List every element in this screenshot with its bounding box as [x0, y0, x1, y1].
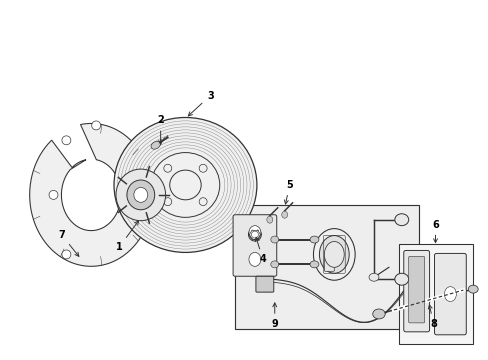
Ellipse shape [270, 261, 278, 268]
Ellipse shape [62, 136, 71, 145]
Text: 9: 9 [271, 303, 278, 329]
Ellipse shape [151, 141, 160, 149]
Ellipse shape [394, 214, 408, 226]
Ellipse shape [151, 153, 219, 217]
Ellipse shape [248, 228, 261, 241]
Ellipse shape [313, 229, 354, 280]
FancyBboxPatch shape [233, 215, 276, 276]
Text: 7: 7 [58, 230, 79, 256]
FancyBboxPatch shape [408, 256, 424, 323]
Ellipse shape [169, 170, 201, 200]
Ellipse shape [116, 169, 165, 221]
FancyBboxPatch shape [324, 257, 334, 271]
Bar [398, 244, 472, 344]
Ellipse shape [319, 235, 348, 273]
Text: 5: 5 [284, 180, 292, 204]
Ellipse shape [199, 198, 207, 206]
Ellipse shape [248, 252, 260, 266]
Ellipse shape [270, 236, 278, 243]
Ellipse shape [281, 211, 287, 218]
Text: 2: 2 [157, 116, 163, 144]
Ellipse shape [309, 261, 318, 268]
Ellipse shape [248, 226, 260, 239]
Ellipse shape [309, 236, 318, 243]
Ellipse shape [49, 190, 58, 199]
Ellipse shape [127, 180, 154, 210]
Ellipse shape [368, 273, 378, 281]
Bar [235, 205, 418, 329]
Ellipse shape [266, 216, 272, 223]
Ellipse shape [62, 250, 71, 259]
Ellipse shape [163, 164, 171, 172]
Polygon shape [30, 123, 152, 266]
Ellipse shape [324, 242, 344, 267]
Ellipse shape [114, 117, 256, 252]
Ellipse shape [251, 231, 258, 238]
FancyBboxPatch shape [434, 253, 466, 335]
Text: 4: 4 [255, 237, 265, 264]
Ellipse shape [163, 198, 171, 206]
FancyBboxPatch shape [255, 276, 273, 292]
Text: 1: 1 [115, 221, 138, 252]
Text: 3: 3 [188, 91, 213, 116]
Ellipse shape [92, 121, 101, 130]
Ellipse shape [199, 164, 207, 172]
FancyBboxPatch shape [403, 251, 428, 332]
Text: 8: 8 [427, 305, 436, 329]
Ellipse shape [468, 285, 477, 293]
Text: 6: 6 [431, 220, 438, 243]
Ellipse shape [134, 188, 147, 202]
Ellipse shape [394, 273, 408, 285]
Ellipse shape [444, 287, 455, 302]
Ellipse shape [372, 309, 385, 319]
